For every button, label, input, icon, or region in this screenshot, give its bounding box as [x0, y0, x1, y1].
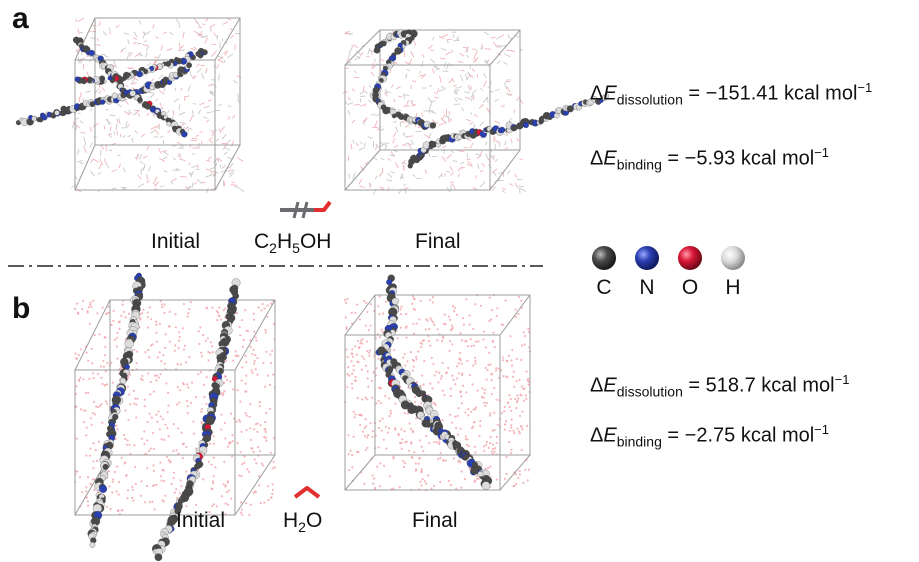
panel-b-final-box — [343, 274, 532, 492]
legend-label-c: C — [596, 276, 612, 299]
panel-divider — [8, 265, 543, 267]
hydrogen-atom-icon — [721, 246, 745, 270]
panel-a-initial-box — [15, 17, 245, 194]
legend-label-h: H — [725, 276, 741, 299]
panel-b-binding-energy: ΔEbinding = −2.75 kcal mol−1 — [590, 422, 829, 450]
panel-a-dissolution-energy: ΔEdissolution = −151.41 kcal mol−1 — [590, 80, 873, 108]
water-molecule-icon — [293, 486, 321, 499]
panel-a-initial-label: Initial — [151, 230, 201, 253]
panel-a-solvent-formula: C2H5OH — [254, 230, 332, 257]
panel-b-initial-box — [73, 272, 276, 562]
oxygen-atom-icon — [678, 246, 702, 270]
ethanol-molecule-icon — [280, 200, 332, 219]
carbon-atom-icon — [592, 246, 616, 270]
panel-a-final-box — [342, 29, 610, 195]
panel-b-letter: b — [12, 292, 31, 325]
panel-a-letter: a — [12, 2, 29, 35]
panel-b-dissolution-energy: ΔEdissolution = 518.7 kcal mol−1 — [590, 372, 850, 400]
nitrogen-atom-icon — [635, 246, 659, 270]
panel-b-solvent-formula: H2O — [283, 509, 323, 536]
legend-label-n: N — [639, 276, 655, 299]
atom-legend: C N O H — [580, 242, 780, 302]
panel-a-final-label: Final — [415, 230, 461, 253]
panel-a-binding-energy: ΔEbinding = −5.93 kcal mol−1 — [590, 145, 829, 173]
panel-b-initial-label: Initial — [176, 509, 226, 532]
legend-label-o: O — [681, 276, 699, 299]
panel-b-final-label: Final — [412, 509, 458, 532]
